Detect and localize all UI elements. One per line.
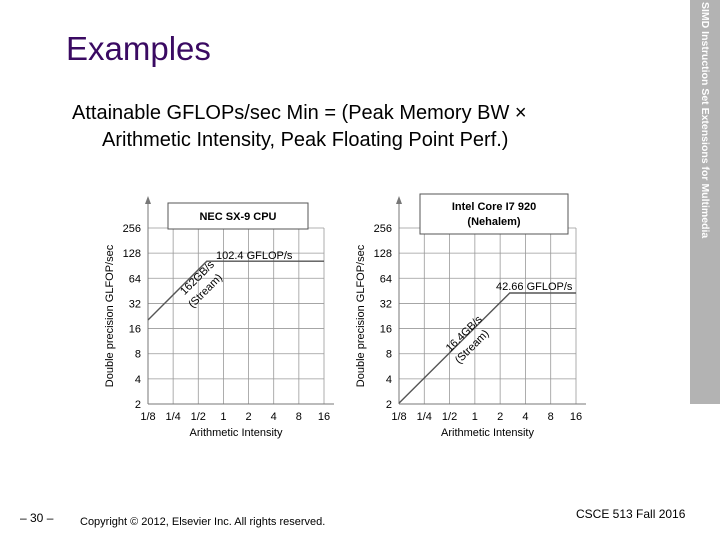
x-tick-label: 1/8 (391, 411, 406, 423)
peak-flops-label: 42.66 GFLOP/s (496, 281, 573, 293)
x-tick-label: 16 (570, 411, 582, 423)
x-tick-label: 1 (220, 411, 226, 423)
x-tick-label: 4 (271, 411, 277, 423)
x-axis-label: Arithmetic Intensity (441, 427, 534, 439)
chart-title-line-2: (Nehalem) (467, 216, 521, 228)
page-number: – 30 – (20, 511, 54, 525)
sidebar-band (690, 0, 720, 404)
y-axis-label: Double precision GLFOP/sec (104, 244, 116, 387)
chart-title-box (419, 193, 569, 235)
roofline-chart-2: 1/8 1/4 1/2 1 2 4 8 16248163264128256Arithmetic… (355, 193, 586, 439)
peak-flops-label: 102.4 GFLOP/s (216, 250, 293, 262)
x-tick-label: 16 (318, 411, 330, 423)
y-tick-label: 32 (380, 298, 392, 310)
y-tick-label: 256 (123, 223, 141, 235)
y-tick-label: 128 (374, 248, 392, 260)
x-tick-label: 2 (497, 411, 503, 423)
x-tick-label: 1/4 (417, 411, 432, 423)
y-tick-label: 2 (386, 399, 392, 411)
subtitle-line-2: Arithmetic Intensity, Peak Floating Poin… (102, 129, 509, 151)
x-tick-label: 1 (472, 411, 478, 423)
x-axis-label: Arithmetic Intensity (190, 427, 283, 439)
x-tick-label: 2 (246, 411, 252, 423)
y-tick-label: 8 (386, 349, 392, 361)
x-tick-label: 8 (548, 411, 554, 423)
y-tick-label: 16 (129, 324, 141, 336)
y-tick-label: 128 (123, 248, 141, 260)
x-tick-label: 4 (522, 411, 528, 423)
y-tick-label: 64 (380, 273, 392, 285)
subtitle-line-1: Attainable GFLOPs/sec Min = (Peak Memory… (72, 102, 527, 124)
x-tick-label: 8 (296, 411, 302, 423)
y-tick-label: 32 (129, 298, 141, 310)
y-tick-label: 4 (135, 374, 141, 386)
chart-title-box (167, 202, 309, 230)
chart-title: Intel Core I7 920 (452, 201, 536, 213)
y-axis-label: Double precision GLFOP/sec (355, 244, 367, 387)
y-tick-label: 4 (386, 374, 392, 386)
roofline-series (147, 260, 324, 321)
x-tick-label: 1/2 (191, 411, 206, 423)
slide-title: Examples (66, 30, 211, 67)
roofline-series (398, 292, 576, 404)
copyright-notice: Copyright © 2012, Elsevier Inc. All righ… (80, 516, 326, 528)
y-tick-label: 8 (135, 349, 141, 361)
y-tick-label: 256 (374, 223, 392, 235)
course-label: CSCE 513 Fall 2016 (576, 507, 686, 521)
y-axis-arrow (145, 196, 151, 204)
y-axis-arrow (396, 196, 402, 204)
y-tick-label: 2 (135, 399, 141, 411)
x-tick-label: 1/4 (165, 411, 180, 423)
y-tick-label: 64 (129, 273, 141, 285)
chart-title: NEC SX-9 CPU (199, 211, 276, 223)
x-tick-label: 1/8 (140, 411, 155, 423)
roofline-chart-1: 1/8 1/4 1/2 1 2 4 8 16248163264128256Arithmetic… (104, 196, 334, 439)
slide-subtitle: Attainable GFLOPs/sec Min = (Peak Memory… (72, 100, 682, 154)
x-tick-label: 1/2 (442, 411, 457, 423)
y-tick-label: 16 (380, 324, 392, 336)
